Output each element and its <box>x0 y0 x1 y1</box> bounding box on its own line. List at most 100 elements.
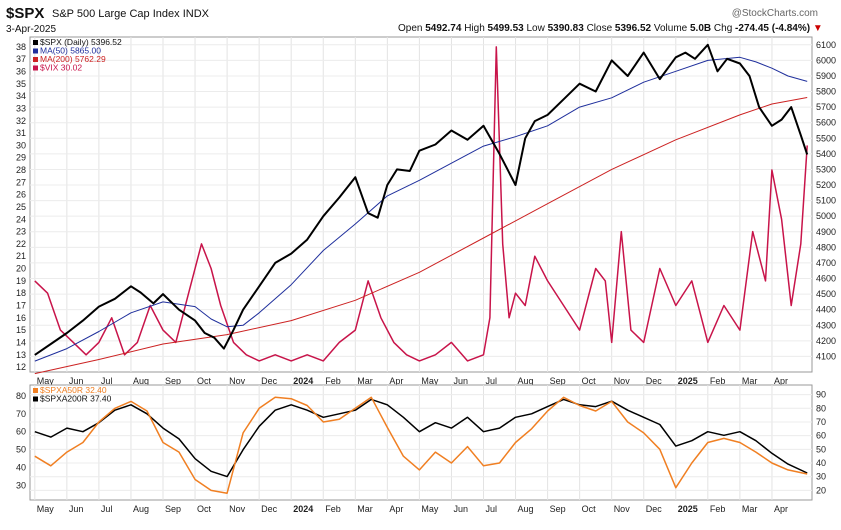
panel-frame <box>29 36 813 373</box>
x-tick-label: May <box>421 376 439 386</box>
left-axis-tick-label: 50 <box>16 445 26 455</box>
right-axis-tick-label: 30 <box>816 472 826 482</box>
series-line-spx <box>34 43 809 356</box>
right-axis-tick-label: 4800 <box>816 242 836 252</box>
x-tick-label: Apr <box>774 376 788 386</box>
x-tick-label: Feb <box>710 504 726 514</box>
x-tick-label: Jul <box>485 504 497 514</box>
left-axis-tick-label: 37 <box>16 54 26 64</box>
legend-swatch <box>33 40 38 45</box>
chart-header: $SPX S&P 500 Large Cap Index INDX 3-Apr-… <box>0 0 841 36</box>
breadth-panel: May Jun Jul Aug Sep Oct Nov Dec 2024 Feb Mar Apr May… <box>16 384 826 514</box>
right-axis-tick-label: 70 <box>816 417 826 427</box>
x-tick-label: Apr <box>389 504 403 514</box>
left-axis-tick-label: 23 <box>16 227 26 237</box>
right-axis-tick-label: 4200 <box>816 336 836 346</box>
x-tick-label: Jul <box>101 376 113 386</box>
low-label: Low <box>526 23 545 34</box>
legend-swatch <box>33 65 38 71</box>
left-axis-tick-label: 29 <box>16 153 26 163</box>
x-tick-label: Mar <box>357 504 373 514</box>
right-axis-tick-label: 4900 <box>816 227 836 237</box>
right-axis-tick-label: 5400 <box>816 149 836 159</box>
right-axis-tick-label: 5800 <box>816 87 836 97</box>
legend-swatch <box>33 396 38 402</box>
right-axis-tick-label: 90 <box>816 390 826 400</box>
instrument-name: S&P 500 Large Cap Index <box>52 8 180 20</box>
x-tick-label: Sep <box>165 376 181 386</box>
right-axis-tick-label: 5500 <box>816 133 836 143</box>
left-axis-tick-label: 35 <box>16 79 26 89</box>
x-tick-label: Mar <box>742 376 758 386</box>
x-tick-label: Mar <box>357 376 373 386</box>
left-axis-tick-label: 31 <box>16 128 26 138</box>
left-axis-tick-label: 13 <box>16 350 26 360</box>
legend-swatch <box>33 388 38 393</box>
right-axis-tick-label: 40 <box>816 458 826 468</box>
left-axis-tick-label: 33 <box>16 103 26 113</box>
left-axis-tick-label: 18 <box>16 288 26 298</box>
left-axis-tick-label: 22 <box>16 239 26 249</box>
x-tick-label: Dec <box>261 504 278 514</box>
series-line-spxa50r <box>34 396 808 494</box>
x-tick-label: May <box>421 504 439 514</box>
x-tick-label: Feb <box>325 504 341 514</box>
x-tick-label: Dec <box>261 376 278 386</box>
left-axis-tick-label: 30 <box>16 481 26 491</box>
x-tick-label: Oct <box>197 504 212 514</box>
close-value: 5396.52 <box>614 23 652 34</box>
right-axis-tick-label: 20 <box>816 485 826 495</box>
left-axis-tick-label: 24 <box>16 214 26 224</box>
left-axis-tick-label: 80 <box>16 391 26 401</box>
low-value: 5390.83 <box>547 23 584 34</box>
x-tick-label: Dec <box>646 504 663 514</box>
x-tick-label: Jul <box>101 504 113 514</box>
price-panel: May Jun Jul Aug Sep Oct Nov Dec 2024 Feb Mar Apr May… <box>16 36 836 386</box>
x-tick-label: Jun <box>69 376 84 386</box>
series-line-vix <box>34 46 808 362</box>
x-tick-label: Aug <box>518 376 534 386</box>
volume-value: 5.0B <box>690 23 712 34</box>
x-tick-label: Aug <box>133 376 149 386</box>
x-tick-label: Jun <box>453 376 468 386</box>
left-axis-tick-label: 26 <box>16 190 26 200</box>
legend-entry: MA(200) 5762.29 <box>40 54 106 64</box>
x-tick-label: Sep <box>550 504 566 514</box>
right-axis-tick-label: 5900 <box>816 71 836 81</box>
x-tick-label: Oct <box>197 376 212 386</box>
right-axis-tick-label: 4400 <box>816 305 836 315</box>
x-tick-label: Nov <box>229 376 246 386</box>
series-line-ma200 <box>34 97 808 375</box>
instrument-description: S&P 500 Large Cap Index INDX <box>52 8 209 20</box>
x-tick-label: May <box>37 504 55 514</box>
change-label: Chg <box>713 23 733 34</box>
left-axis-tick-label: 40 <box>16 463 26 473</box>
x-tick-label: Jun <box>453 504 468 514</box>
right-axis-tick-label: 5600 <box>816 118 836 128</box>
left-axis-tick-label: 60 <box>16 427 26 437</box>
right-axis-tick-label: 5300 <box>816 164 836 174</box>
x-tick-label: Feb <box>710 376 726 386</box>
brand-link[interactable]: @StockCharts.com <box>731 8 818 19</box>
left-axis-tick-label: 14 <box>16 337 26 347</box>
x-tick-label: Nov <box>614 376 631 386</box>
x-tick-label: Jun <box>69 504 84 514</box>
close-label: Close <box>586 23 613 34</box>
left-axis-tick-label: 25 <box>16 202 26 212</box>
open-value: 5492.74 <box>425 23 462 34</box>
left-axis-tick-label: 38 <box>16 42 26 52</box>
x-tick-label: Apr <box>389 376 403 386</box>
x-tick-label: Oct <box>582 504 597 514</box>
right-axis-tick-label: 5000 <box>816 211 836 221</box>
series-line-spxa200r <box>34 398 808 478</box>
left-axis-tick-label: 20 <box>16 264 26 274</box>
left-axis-tick-label: 32 <box>16 116 26 126</box>
left-axis-tick-label: 12 <box>16 362 26 372</box>
right-axis-tick-label: 4700 <box>816 258 836 268</box>
change-value: -274.45 (-4.84%) <box>735 23 811 34</box>
right-axis-tick-label: 6000 <box>816 55 836 65</box>
left-axis-tick-label: 34 <box>16 91 26 101</box>
right-axis-tick-label: 5700 <box>816 102 836 112</box>
legend-entry: $SPXA200R 37.40 <box>40 394 112 404</box>
